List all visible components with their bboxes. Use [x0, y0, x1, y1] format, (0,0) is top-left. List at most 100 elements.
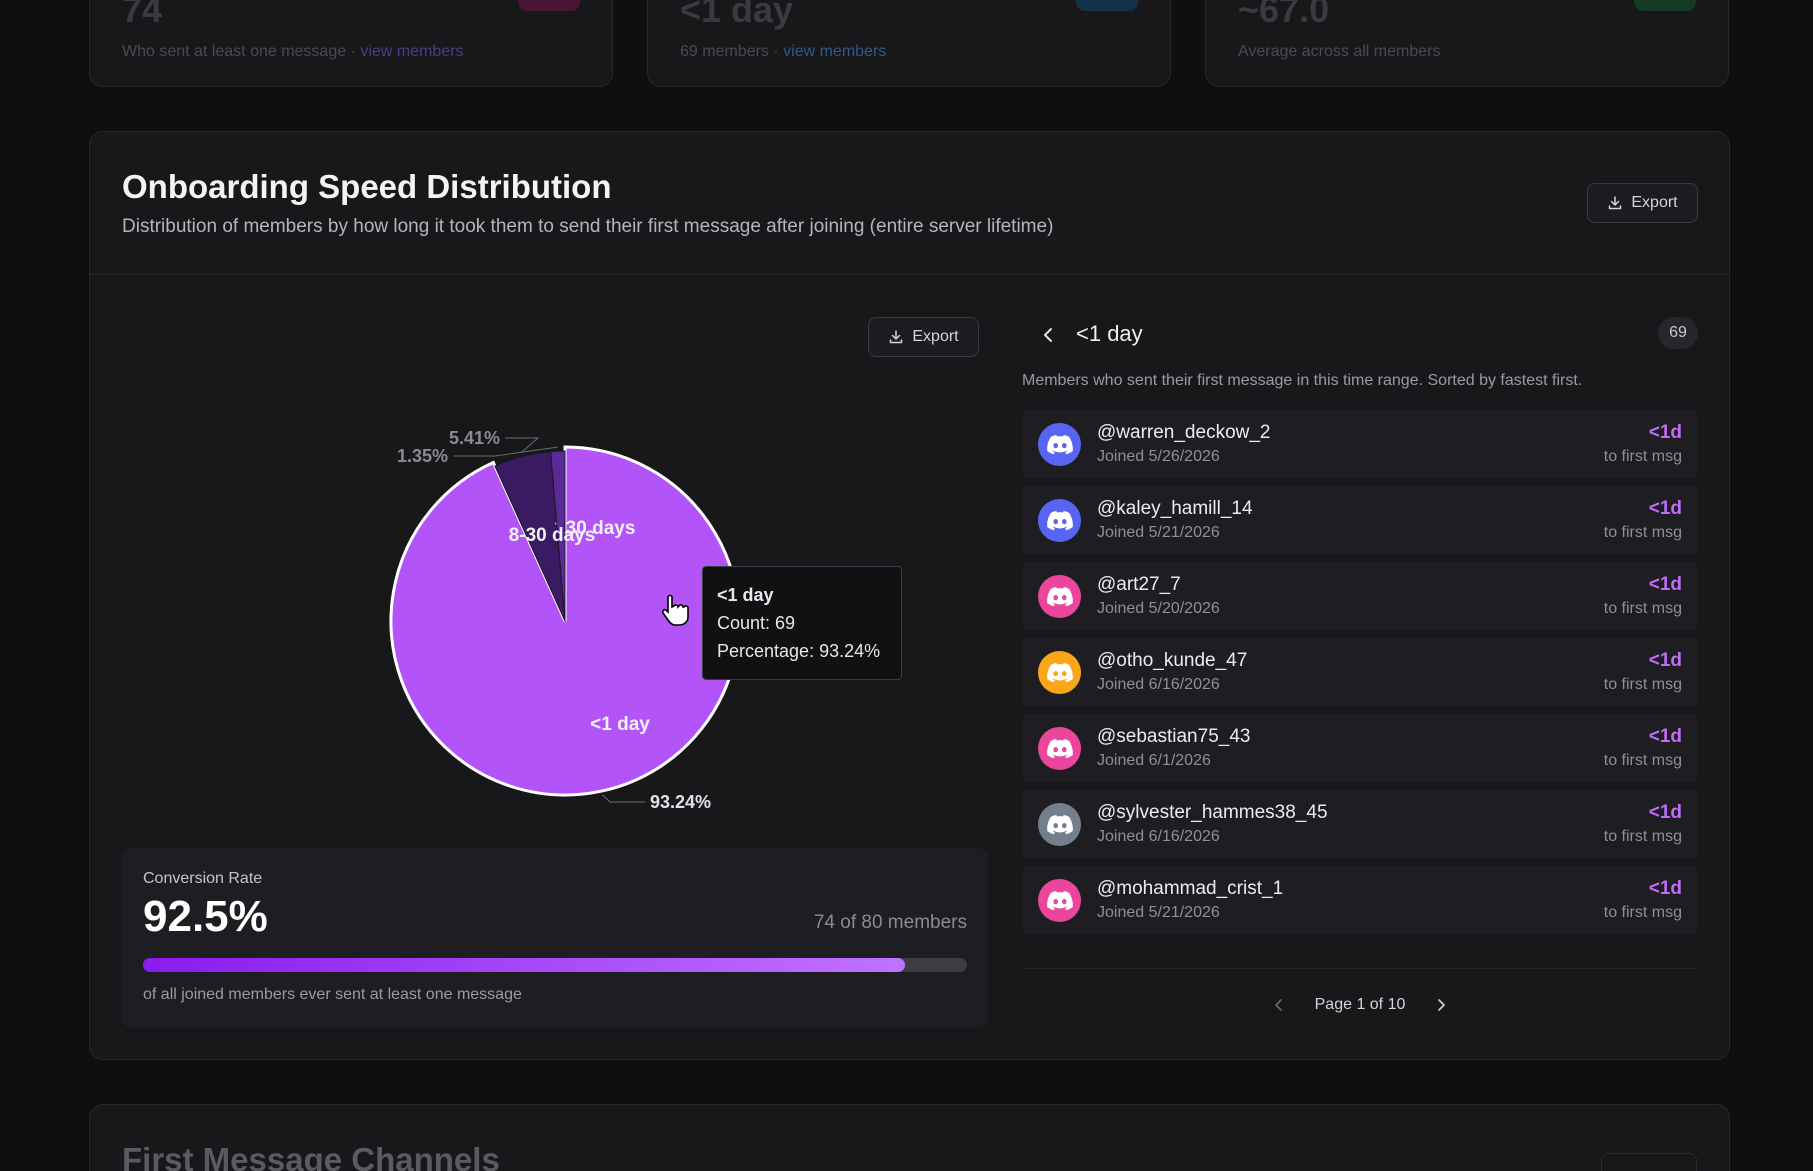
slice-label: <1 day [590, 714, 650, 735]
discord-icon [1046, 434, 1073, 454]
member-row[interactable]: @art27_7 Joined 5/20/2026 <1d to first m… [1022, 562, 1698, 630]
export-label: Export [912, 328, 959, 345]
time-to-first-msg-label: to first msg [1603, 904, 1682, 921]
member-row[interactable]: @kaley_hamill_14 Joined 5/21/2026 <1d to… [1022, 486, 1698, 554]
conversion-label: Conversion Rate [143, 870, 263, 887]
conversion-value: 92.5% [143, 892, 268, 941]
chevron-left-icon[interactable] [1271, 997, 1287, 1013]
view-members-link[interactable]: view members [783, 43, 887, 60]
chevron-left-icon[interactable] [1036, 323, 1060, 347]
member-name: @otho_kunde_47 [1097, 650, 1248, 671]
panel-description: Members who sent their first message in … [1022, 372, 1583, 389]
conversion-footnote: of all joined members ever sent at least… [143, 986, 522, 1003]
member-joined-date: Joined 5/21/2026 [1097, 524, 1220, 541]
member-row[interactable]: @warren_deckow_2 Joined 5/26/2026 <1d to… [1022, 410, 1698, 478]
stat-value: 74 [122, 0, 163, 30]
time-to-first-msg: <1d [1648, 422, 1682, 443]
member-joined-date: Joined 6/1/2026 [1097, 752, 1211, 769]
conversion-count: 74 of 80 members [813, 912, 967, 933]
page-indicator: Page 1 of 10 [1314, 996, 1406, 1013]
member-name: @warren_deckow_2 [1097, 422, 1271, 443]
member-joined-date: Joined 5/21/2026 [1097, 904, 1220, 921]
time-to-first-msg-label: to first msg [1603, 676, 1682, 693]
chart-tooltip: <1 day Count: 69 Percentage: 93.24% [702, 566, 902, 680]
member-name: @mohammad_crist_1 [1097, 878, 1284, 899]
tooltip-title: <1 day [717, 585, 774, 605]
download-icon [1609, 196, 1622, 210]
first-message-channels-card: First Message Channels [89, 1104, 1730, 1171]
member-name: @sylvester_hammes38_45 [1097, 802, 1328, 823]
member-name: @sebastian75_43 [1097, 726, 1251, 747]
stat-subtext: Who sent at least one message · view mem… [122, 43, 463, 61]
export-button[interactable] [1601, 1153, 1697, 1171]
member-list: @warren_deckow_2 Joined 5/26/2026 <1d to… [1022, 410, 1698, 942]
discord-icon [1046, 738, 1073, 758]
stat-card-average-time: ~67.0 Average across all members [1205, 0, 1729, 87]
stat-card-median-time: <1 day 69 members · view members [647, 0, 1171, 87]
stat-card-active-members: 74 Who sent at least one message · view … [89, 0, 613, 87]
member-row[interactable]: @mohammad_crist_1 Joined 5/21/2026 <1d t… [1022, 866, 1698, 934]
leader-line [454, 446, 558, 457]
header-divider [90, 274, 1729, 275]
view-members-link[interactable]: view members [360, 43, 464, 60]
avatar [1038, 803, 1081, 846]
stat-badge [1634, 0, 1696, 11]
time-to-first-msg: <1d [1648, 650, 1682, 671]
pager-divider [1022, 968, 1698, 969]
stat-subtext: Average across all members [1238, 43, 1441, 60]
tooltip-count: Count: 69 [717, 613, 796, 633]
conversion-progress-fill [143, 958, 906, 972]
time-to-first-msg-label: to first msg [1603, 524, 1682, 541]
time-to-first-msg-label: to first msg [1603, 752, 1682, 769]
member-joined-date: Joined 6/16/2026 [1097, 828, 1220, 845]
pagination: Page 1 of 10 [1022, 985, 1698, 1025]
slice-label: >30 days [555, 518, 636, 539]
hand-cursor-icon [661, 594, 689, 626]
time-to-first-msg-label: to first msg [1603, 448, 1682, 465]
leader-line [602, 794, 645, 803]
avatar [1038, 499, 1081, 542]
chevron-right-icon[interactable] [1433, 997, 1449, 1013]
stat-badge [518, 0, 580, 11]
members-panel-header: <1 day 69 [1022, 315, 1698, 355]
member-count-badge: 69 [1658, 317, 1698, 349]
member-row[interactable]: @sylvester_hammes38_45 Joined 6/16/2026 … [1022, 790, 1698, 858]
member-joined-date: Joined 6/16/2026 [1097, 676, 1220, 693]
conversion-rate-panel: Conversion Rate 92.5% 74 of 80 members o… [122, 848, 988, 1028]
time-to-first-msg: <1d [1648, 878, 1682, 899]
time-to-first-msg: <1d [1648, 802, 1682, 823]
member-joined-date: Joined 5/20/2026 [1097, 600, 1220, 617]
member-name: @art27_7 [1097, 574, 1181, 595]
stat-value: ~67.0 [1238, 0, 1330, 30]
avatar [1038, 727, 1081, 770]
member-row[interactable]: @sebastian75_43 Joined 6/1/2026 <1d to f… [1022, 714, 1698, 782]
discord-icon [1046, 662, 1073, 682]
section-subtitle: Distribution of members by how long it t… [122, 216, 1054, 237]
avatar [1038, 423, 1081, 466]
section-title: Onboarding Speed Distribution [122, 168, 612, 205]
discord-icon [1046, 586, 1073, 606]
avatar [1038, 651, 1081, 694]
slice-label: 8-30 days [509, 525, 596, 546]
section-title: First Message Channels [122, 1141, 500, 1171]
discord-icon [1046, 814, 1073, 834]
stat-subtext: 69 members · view members [680, 43, 886, 61]
download-icon [890, 330, 903, 344]
chart-export-button[interactable]: Export [868, 317, 979, 357]
stat-value: <1 day [680, 0, 794, 30]
slice-value-label: 5.41% [449, 428, 500, 448]
slice-value-label: 93.24% [650, 792, 711, 812]
stat-subtext-label: Who sent at least one message · [122, 43, 361, 60]
discord-icon [1046, 510, 1073, 530]
time-to-first-msg: <1d [1648, 574, 1682, 595]
time-to-first-msg: <1d [1648, 498, 1682, 519]
member-joined-date: Joined 5/26/2026 [1097, 448, 1220, 465]
time-to-first-msg-label: to first msg [1603, 828, 1682, 845]
section-export-button[interactable]: Export [1587, 183, 1698, 223]
pie-slice[interactable] [550, 450, 566, 622]
conversion-progress-track [143, 958, 967, 972]
pie-chart: <1 day 93.24% >30 days 5.41% 8-30 days 1.35% [389, 428, 741, 812]
member-row[interactable]: @otho_kunde_47 Joined 6/16/2026 <1d to f… [1022, 638, 1698, 706]
avatar [1038, 575, 1081, 618]
onboarding-speed-card: Onboarding Speed Distribution Distributi… [89, 131, 1730, 1060]
